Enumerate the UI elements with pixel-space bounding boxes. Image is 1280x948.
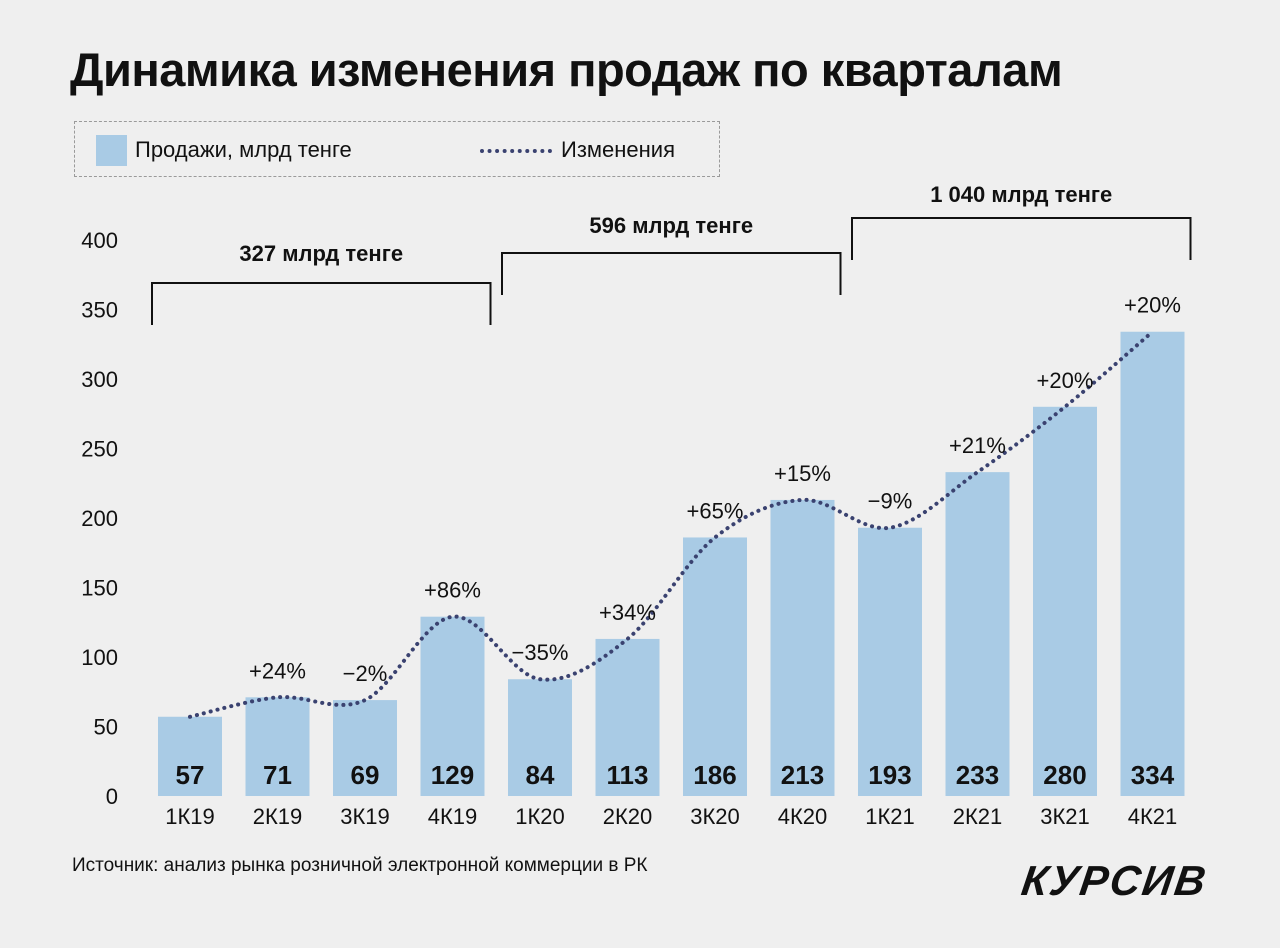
legend: Продажи, млрд тенге Изменения <box>74 121 720 177</box>
y-tick-label: 300 <box>81 367 118 392</box>
sales-bar <box>683 537 747 796</box>
sales-bar <box>333 700 397 796</box>
y-tick-label: 200 <box>81 506 118 531</box>
x-tick-label: 4К19 <box>428 804 478 829</box>
x-tick-label: 4К21 <box>1128 804 1178 829</box>
group-total-label: 596 млрд тенге <box>589 213 753 238</box>
legend-change-label: Изменения <box>561 137 675 162</box>
x-tick-label: 3К19 <box>340 804 390 829</box>
bar-value-label: 57 <box>176 760 205 790</box>
change-label: +21% <box>949 433 1006 458</box>
sales-bar <box>420 616 485 796</box>
change-line <box>188 329 1155 719</box>
y-tick-label: 250 <box>81 437 118 462</box>
change-label: +15% <box>774 461 831 486</box>
x-tick-label: 3К21 <box>1040 804 1090 829</box>
bar-value-label: 113 <box>607 760 649 790</box>
change-label: +24% <box>249 658 306 683</box>
x-tick-label: 2К21 <box>953 804 1003 829</box>
sales-bar <box>595 638 660 796</box>
source-note: Источник: анализ рынка розничной электро… <box>72 855 648 876</box>
y-tick-label: 0 <box>106 784 118 809</box>
y-tick-label: 350 <box>81 298 118 323</box>
change-label: +86% <box>424 578 481 603</box>
sales-bar <box>770 499 835 796</box>
brand-logo: КУРСИВ <box>1018 857 1211 904</box>
change-label: −9% <box>868 489 913 514</box>
bar-value-label: 69 <box>351 760 380 790</box>
y-tick-label: 150 <box>81 576 118 601</box>
x-tick-label: 3К20 <box>690 804 740 829</box>
legend-sales-swatch <box>96 135 127 166</box>
sales-bar <box>1033 406 1097 796</box>
change-label: +20% <box>1124 293 1181 318</box>
change-label: −2% <box>343 661 388 686</box>
x-tick-label: 1К20 <box>515 804 565 829</box>
y-tick-label: 50 <box>94 715 118 740</box>
bar-value-label: 334 <box>1131 760 1175 790</box>
bar-value-label: 84 <box>526 760 555 790</box>
group-total-label: 1 040 млрд тенге <box>930 182 1112 207</box>
sales-bar <box>245 697 310 796</box>
x-tick-label: 2К19 <box>253 804 303 829</box>
y-tick-label: 400 <box>81 228 118 253</box>
sales-bar <box>508 679 572 796</box>
group-bracket <box>851 217 1192 260</box>
sales-bar <box>858 527 922 796</box>
group-total-label: 327 млрд тенге <box>239 241 403 266</box>
bar-value-label: 193 <box>868 760 911 790</box>
sales-bar <box>1120 331 1185 796</box>
x-tick-label: 2К20 <box>603 804 653 829</box>
change-label: +34% <box>599 600 656 625</box>
bar-value-label: 129 <box>431 760 474 790</box>
change-label: −35% <box>512 640 569 665</box>
sales-bar <box>945 472 1010 796</box>
x-tick-label: 1К19 <box>165 804 215 829</box>
chart-title: Динамика изменения продаж по кварталам <box>70 43 1063 96</box>
sales-bar <box>158 716 222 796</box>
bar-value-label: 233 <box>956 760 999 790</box>
y-tick-label: 100 <box>81 645 118 670</box>
x-tick-label: 4К20 <box>778 804 828 829</box>
legend-change-line <box>480 149 552 153</box>
bar-value-label: 186 <box>693 760 736 790</box>
group-bracket <box>501 252 842 295</box>
legend-sales-label: Продажи, млрд тенге <box>135 137 352 162</box>
bar-value-label: 280 <box>1043 760 1086 790</box>
x-tick-label: 1К21 <box>865 804 915 829</box>
bar-value-label: 71 <box>263 760 292 790</box>
change-label: +20% <box>1037 368 1094 393</box>
bar-value-label: 213 <box>781 760 824 790</box>
group-bracket <box>151 282 492 325</box>
change-label: +65% <box>687 498 744 523</box>
